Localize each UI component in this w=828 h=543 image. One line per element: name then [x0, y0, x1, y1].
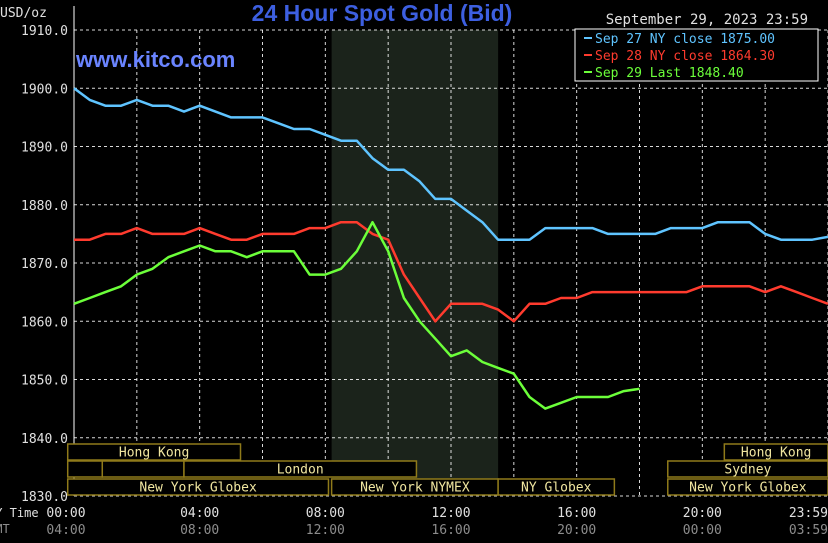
x-tick-label-ny: 16:00: [557, 506, 596, 521]
session-label: NY Globex: [521, 481, 592, 496]
session-box: [66, 460, 104, 478]
series-line-2: [73, 220, 640, 410]
session-label: New York NYMEX: [360, 481, 470, 496]
y-tick-label: 1890.0: [21, 141, 68, 156]
chart-date: September 29, 2023 23:59: [606, 12, 808, 28]
session-box: [667, 478, 828, 496]
legend-entry-sep29: Sep 29 Last 1848.40: [595, 66, 744, 81]
session-label: Hong Kong: [741, 446, 811, 461]
x-tick-label-ny: 20:00: [683, 506, 722, 521]
series-line-1: [74, 220, 828, 323]
y-tick-label: 1900.0: [21, 82, 68, 97]
x-tick-label-gmt: 20:00: [557, 523, 596, 538]
x-tick-label-ny: 12:00: [431, 506, 470, 521]
x-tick-label-gmt: 04:00: [46, 523, 85, 538]
session-box: [183, 460, 418, 478]
series-line-0: [73, 87, 828, 241]
x-tick-label-ny: 00:00: [46, 506, 85, 521]
y-tick-label: 1860.0: [21, 315, 68, 330]
session-box: [667, 460, 828, 478]
x-axis-ticks: 00:00 04:00 04:00 08:00 08:00 12:00 12:00 16:00…: [46, 506, 828, 538]
x-tick-label-gmt: 00:00: [683, 523, 722, 538]
legend-box: [574, 28, 819, 82]
legend: Sep 27 NY close 1875.00 Sep 28 NY close …: [574, 28, 819, 82]
gmt-row-label: GMT: [0, 522, 10, 536]
session-label: New York Globex: [689, 481, 807, 496]
series-lines: [73, 87, 828, 410]
session-box: [66, 443, 242, 461]
x-tick-label-gmt: 08:00: [180, 523, 219, 538]
session-label: London: [277, 463, 324, 478]
session-box: [66, 478, 330, 496]
y-tick-label: 1850.0: [21, 374, 68, 389]
y-tick-label: 1830.0: [21, 490, 68, 505]
session-box: [723, 443, 828, 461]
y-tick-label: 1910.0: [21, 24, 68, 39]
session-box: [101, 460, 185, 478]
y-axis-ticks: 1910.0 1900.0 1890.0 1880.0 1870.0 1860.0 1850…: [21, 24, 68, 505]
x-tick-label-gmt: 03:59: [789, 523, 828, 538]
session-box: [497, 478, 616, 496]
y-tick-label: 1870.0: [21, 257, 68, 272]
y-tick-label: 1840.0: [21, 432, 68, 447]
x-tick-label-ny: 04:00: [180, 506, 219, 521]
legend-entry-sep27: Sep 27 NY close 1875.00: [595, 32, 775, 47]
watermark: www.kitco.com: [75, 47, 235, 72]
x-tick-label-gmt: 16:00: [431, 523, 470, 538]
session-label: Hong Kong: [119, 446, 189, 461]
session-label: New York Globex: [139, 481, 257, 496]
grid-lines: [73, 6, 828, 497]
ny-time-row-label: NY Time: [0, 506, 39, 520]
chart-title: 24 Hour Spot Gold (Bid): [252, 0, 513, 26]
trading-sessions: Hong Kong Hong Kong London Sydney New York G…: [66, 443, 828, 496]
units-label: USD/oz: [0, 6, 47, 21]
x-tick-label-ny: 23:59: [789, 506, 828, 521]
session-label: Sydney: [724, 463, 771, 478]
x-tick-label-ny: 08:00: [306, 506, 345, 521]
y-tick-label: 1880.0: [21, 199, 68, 214]
x-tick-label-gmt: 12:00: [306, 523, 345, 538]
legend-entry-sep28: Sep 28 NY close 1864.30: [595, 49, 775, 64]
